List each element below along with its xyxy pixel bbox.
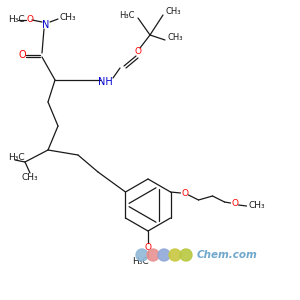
Text: O: O [231,200,238,208]
Text: O: O [145,242,152,251]
Text: NH: NH [98,77,112,87]
Text: Chem.com: Chem.com [197,250,258,260]
Text: CH₃: CH₃ [165,8,181,16]
Circle shape [180,249,192,261]
Text: H₃C: H₃C [8,16,25,25]
Text: N: N [42,20,50,30]
Text: O: O [181,190,188,199]
Text: H₃C: H₃C [132,256,148,266]
Text: O: O [26,16,34,25]
Circle shape [169,249,181,261]
Text: CH₃: CH₃ [60,14,76,22]
Text: H₃C: H₃C [8,154,25,163]
Text: CH₃: CH₃ [248,202,265,211]
Circle shape [147,249,159,261]
Text: O: O [134,47,142,56]
Text: CH₃: CH₃ [168,34,184,43]
Text: CH₃: CH₃ [22,173,38,182]
Circle shape [158,249,170,261]
Circle shape [136,249,148,261]
Text: O: O [18,50,26,60]
Text: H₃C: H₃C [119,11,135,20]
